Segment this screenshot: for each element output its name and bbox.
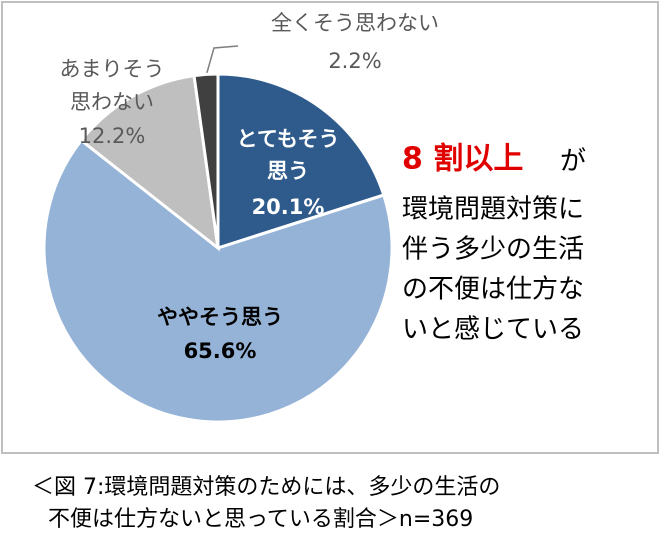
slice-label: あまりそう [60,57,165,81]
annotation-highlight: 8 割以上 [402,142,523,177]
leader-line [205,45,239,77]
annotation-text: が [560,147,586,177]
slice-label: 思う [267,159,309,183]
pie-slice [79,73,220,252]
value-label: 20.1% [252,195,325,219]
caption: 不便は仕方ないと思っている割合＞n=369 [48,507,473,532]
slice-label: 思わない [70,90,154,114]
annotation-line: の不便は仕方な [402,275,584,305]
annotation-line: いと感じている [402,315,584,345]
value-label: 2.2% [328,49,381,73]
value-label: 65.6% [184,339,257,363]
slice-label: ややそう思う [157,305,283,329]
annotation-line: 環境問題対策に [402,195,584,225]
pie-slice [42,138,394,424]
pie-slice [216,72,386,251]
annotation-line: 伴う多少の生活 [402,235,584,265]
value-label: 12.2% [79,124,146,148]
slice-label: とてもそう [237,127,340,151]
pie-slice [192,72,220,249]
slice-label: 全くそう思わない [271,11,439,35]
caption: ＜図 7:環境問題対策のためには、多少の生活の [32,475,500,500]
